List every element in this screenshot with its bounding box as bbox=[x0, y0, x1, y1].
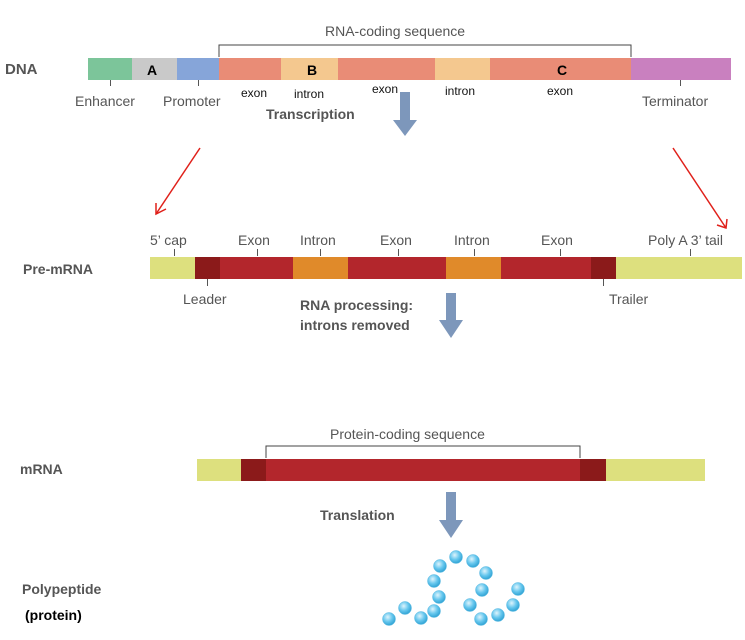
protein-label: (protein) bbox=[25, 607, 82, 623]
pre-intron-label-1: Intron bbox=[300, 232, 336, 248]
mrna-trailer bbox=[580, 459, 606, 481]
enhancer-region bbox=[88, 58, 132, 80]
red-arrow-left bbox=[155, 147, 201, 216]
letter-a: A bbox=[147, 62, 158, 78]
mrna-coding bbox=[266, 459, 580, 481]
transcription-label: Transcription bbox=[266, 106, 355, 122]
amino-acid-bead bbox=[427, 604, 441, 618]
exon-label-2: exon bbox=[372, 82, 399, 96]
pre-intron-label-2: Intron bbox=[454, 232, 490, 248]
cap-label: 5’ cap bbox=[150, 232, 187, 248]
mrna-leader bbox=[241, 459, 266, 481]
processing-arrow bbox=[439, 293, 463, 338]
amino-acid-bead bbox=[427, 574, 441, 588]
dna-exon-1 bbox=[219, 58, 281, 80]
pre-exon-label-1: Exon bbox=[238, 232, 270, 248]
amino-acid-bead bbox=[506, 598, 520, 612]
region-a bbox=[132, 58, 177, 80]
rna-processing-label: RNA processing: bbox=[300, 297, 414, 313]
translation-label: Translation bbox=[320, 507, 395, 523]
amino-acid-bead bbox=[491, 608, 505, 622]
terminator-region bbox=[631, 58, 731, 80]
exon-label-3: exon bbox=[547, 84, 574, 98]
pre-exon-1 bbox=[220, 257, 293, 279]
promoter-region bbox=[177, 58, 219, 80]
pre-exon-label-3: Exon bbox=[541, 232, 573, 248]
letter-b: B bbox=[307, 62, 318, 78]
amino-acid-bead bbox=[414, 611, 428, 625]
translation-arrow bbox=[439, 492, 463, 538]
amino-acid-bead bbox=[479, 566, 493, 580]
pre-trailer bbox=[591, 257, 616, 279]
protein-coding-header: Protein-coding sequence bbox=[330, 426, 485, 442]
pre-exon-3 bbox=[501, 257, 591, 279]
intron-label-1: intron bbox=[294, 87, 325, 101]
polypeptide-label: Polypeptide bbox=[22, 581, 102, 597]
pre-intron-2 bbox=[446, 257, 501, 279]
amino-acid-bead bbox=[511, 582, 525, 596]
amino-acid-bead bbox=[382, 612, 396, 626]
trailer-label: Trailer bbox=[609, 291, 649, 307]
amino-acid-bead bbox=[449, 550, 463, 564]
exon-label-1: exon bbox=[241, 86, 268, 100]
terminator-label: Terminator bbox=[642, 93, 709, 109]
amino-acid-bead bbox=[463, 598, 477, 612]
pre-cap bbox=[150, 257, 195, 279]
amino-acid-bead bbox=[398, 601, 412, 615]
red-arrow-right bbox=[672, 147, 728, 230]
amino-acid-bead bbox=[432, 590, 446, 604]
pre-mrna-label: Pre-mRNA bbox=[23, 261, 94, 277]
pre-leader bbox=[195, 257, 220, 279]
dna-exon-3 bbox=[490, 58, 631, 80]
transcription-arrow bbox=[393, 92, 417, 136]
promoter-label: Promoter bbox=[163, 93, 221, 109]
pre-exon-2 bbox=[348, 257, 446, 279]
dna-exon-2 bbox=[338, 58, 435, 80]
pre-exon-label-2: Exon bbox=[380, 232, 412, 248]
letter-c: C bbox=[557, 62, 568, 78]
mrna-label: mRNA bbox=[20, 461, 63, 477]
poly-a-tail-label: Poly A 3’ tail bbox=[648, 232, 723, 248]
amino-acid-bead bbox=[475, 583, 489, 597]
dna-intron-2 bbox=[435, 58, 490, 80]
mrna-cap bbox=[197, 459, 241, 481]
pre-poly-a-tail bbox=[616, 257, 742, 279]
introns-removed-label: introns removed bbox=[300, 317, 410, 333]
amino-acid-bead bbox=[474, 612, 488, 626]
leader-label: Leader bbox=[183, 291, 227, 307]
rna-coding-header: RNA-coding sequence bbox=[325, 23, 466, 39]
amino-acid-bead bbox=[433, 559, 447, 573]
amino-acid-bead bbox=[466, 554, 480, 568]
dna-intron-1 bbox=[281, 58, 338, 80]
dna-label: DNA bbox=[5, 61, 38, 78]
pre-intron-1 bbox=[293, 257, 348, 279]
mrna-poly-a-tail bbox=[606, 459, 705, 481]
intron-label-2: intron bbox=[445, 84, 476, 98]
enhancer-label: Enhancer bbox=[75, 93, 135, 109]
